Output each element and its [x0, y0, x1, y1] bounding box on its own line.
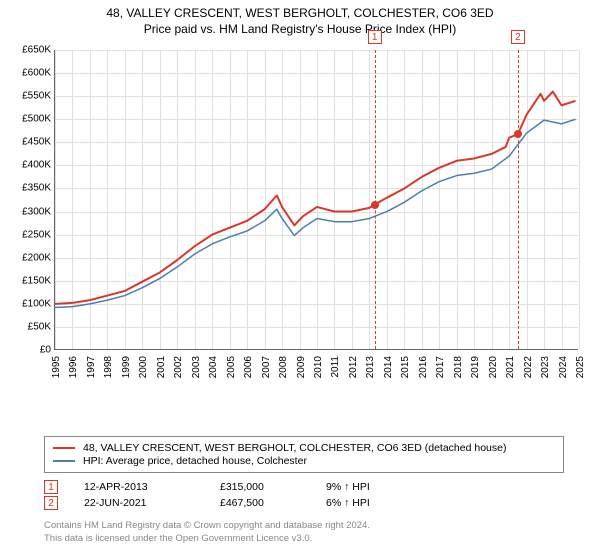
chart-title-sub: Price paid vs. HM Land Registry's House … [10, 22, 590, 36]
x-tick-label: 2014 [383, 356, 394, 378]
x-tick-label: 2001 [156, 356, 167, 378]
transaction-price: £315,000 [220, 481, 300, 493]
event-badge: 2 [511, 30, 525, 44]
x-tick-label: 2025 [575, 356, 586, 378]
footer-attribution: Contains HM Land Registry data © Crown c… [44, 520, 564, 546]
y-tick-label: £650K [15, 45, 51, 56]
x-tick-label: 2011 [330, 356, 341, 378]
x-tick-label: 2023 [540, 356, 551, 378]
x-tick-label: 2007 [261, 356, 272, 378]
x-tick-label: 2008 [278, 356, 289, 378]
y-tick-label: £450K [15, 137, 51, 148]
x-tick-label: 2021 [505, 356, 516, 378]
y-tick-label: £50K [15, 321, 51, 332]
x-tick-label: 2013 [365, 356, 376, 378]
gridline-v [579, 50, 580, 349]
y-tick-label: £100K [15, 298, 51, 309]
event-vline [375, 50, 376, 349]
transaction-table: 1 12-APR-2013 £315,000 9% ↑ HPI 2 22-JUN… [44, 478, 564, 512]
x-tick-label: 1997 [86, 356, 97, 378]
x-tick-label: 1999 [121, 356, 132, 378]
legend-swatch-hpi [53, 460, 75, 462]
x-tick-label: 1995 [51, 356, 62, 378]
x-tick-label: 2004 [208, 356, 219, 378]
y-tick-label: £300K [15, 206, 51, 217]
x-tick-label: 1998 [103, 356, 114, 378]
y-tick-label: £600K [15, 68, 51, 79]
y-tick-label: £400K [15, 160, 51, 171]
x-tick-label: 2003 [191, 356, 202, 378]
x-tick-label: 2010 [313, 356, 324, 378]
x-tick-label: 2020 [488, 356, 499, 378]
transaction-row: 1 12-APR-2013 £315,000 9% ↑ HPI [44, 480, 564, 494]
transaction-pct: 9% ↑ HPI [326, 481, 416, 493]
x-tick-label: 2019 [470, 356, 481, 378]
x-tick-label: 2005 [226, 356, 237, 378]
series-line-hpi [55, 119, 576, 307]
legend-swatch-property [53, 447, 75, 449]
transaction-date: 12-APR-2013 [84, 481, 194, 493]
legend-label-property: 48, VALLEY CRESCENT, WEST BERGHOLT, COLC… [83, 442, 506, 454]
event-vline [518, 50, 519, 349]
chart-title-address: 48, VALLEY CRESCENT, WEST BERGHOLT, COLC… [10, 6, 590, 20]
y-tick-label: £0 [15, 345, 51, 356]
legend-box: 48, VALLEY CRESCENT, WEST BERGHOLT, COLC… [44, 436, 564, 473]
x-tick-label: 2024 [558, 356, 569, 378]
legend-row-hpi: HPI: Average price, detached house, Colc… [53, 455, 555, 467]
x-tick-label: 2015 [400, 356, 411, 378]
legend-row-property: 48, VALLEY CRESCENT, WEST BERGHOLT, COLC… [53, 442, 555, 454]
series-line-property [55, 92, 576, 304]
marker-dot [371, 201, 379, 209]
transaction-date: 22-JUN-2021 [84, 497, 194, 509]
plot-area: £0£50K£100K£150K£200K£250K£300K£350K£400… [54, 50, 578, 350]
x-tick-label: 1996 [68, 356, 79, 378]
x-tick-label: 2016 [418, 356, 429, 378]
transaction-price: £467,500 [220, 497, 300, 509]
event-badge: 1 [368, 30, 382, 44]
transaction-pct: 6% ↑ HPI [326, 497, 416, 509]
chart-container: £0 £50K £100K £150K £200K £250K £300K £350K £400… [10, 46, 590, 396]
y-tick-label: £250K [15, 229, 51, 240]
x-tick-label: 2006 [243, 356, 254, 378]
x-tick-label: 2022 [523, 356, 534, 378]
y-tick-label: £200K [15, 252, 51, 263]
transaction-badge: 2 [44, 496, 58, 510]
x-tick-label: 2000 [138, 356, 149, 378]
y-tick-label: £500K [15, 114, 51, 125]
y-tick-label: £150K [15, 275, 51, 286]
y-tick-label: £550K [15, 91, 51, 102]
y-tick-label: £350K [15, 183, 51, 194]
x-tick-label: 2012 [348, 356, 359, 378]
footer-line1: Contains HM Land Registry data © Crown c… [44, 520, 564, 533]
transaction-badge: 1 [44, 480, 58, 494]
x-tick-label: 2017 [435, 356, 446, 378]
legend-label-hpi: HPI: Average price, detached house, Colc… [83, 455, 307, 467]
marker-dot [514, 130, 522, 138]
x-tick-label: 2018 [453, 356, 464, 378]
x-tick-label: 2009 [296, 356, 307, 378]
x-tick-label: 2002 [173, 356, 184, 378]
footer-line2: This data is licensed under the Open Gov… [44, 533, 564, 546]
transaction-row: 2 22-JUN-2021 £467,500 6% ↑ HPI [44, 496, 564, 510]
series-svg [55, 50, 579, 350]
